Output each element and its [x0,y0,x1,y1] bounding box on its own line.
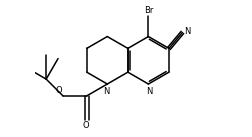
Text: Br: Br [143,6,152,15]
Text: N: N [102,87,109,96]
Text: N: N [184,27,190,36]
Text: O: O [82,121,89,130]
Text: N: N [146,87,152,96]
Text: O: O [55,86,62,95]
